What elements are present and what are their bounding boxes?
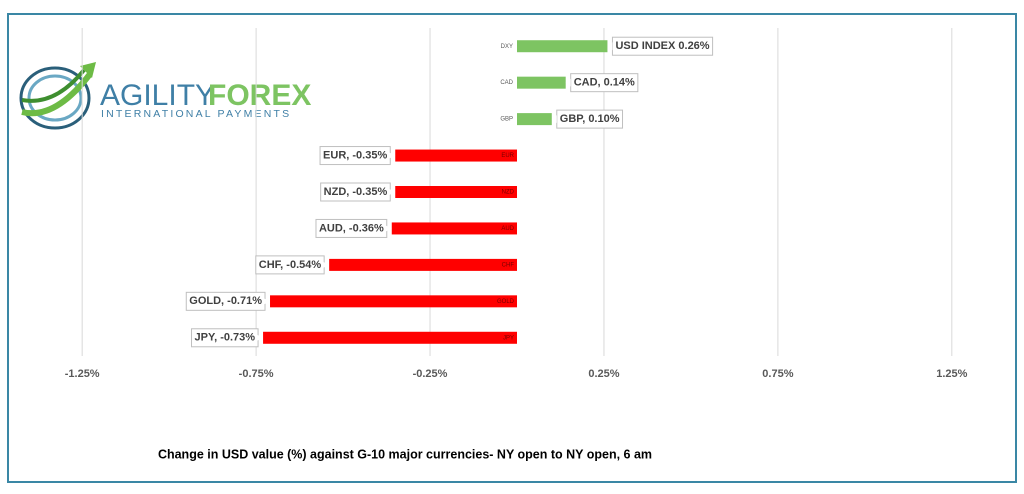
label-pointer — [387, 188, 396, 196]
category-label: GOLD — [497, 299, 515, 305]
value-label-text: USD INDEX 0.26% — [615, 40, 709, 52]
x-tick-label: -1.25% — [65, 368, 100, 380]
value-label-text: CHF, -0.54% — [259, 259, 322, 271]
category-label: DXY — [501, 44, 513, 50]
logo: AGILITY FOREX INTERNATIONAL PAYMENTS — [19, 62, 311, 130]
bar — [263, 331, 517, 344]
label-pointer — [321, 260, 330, 269]
value-label-text: JPY, -0.73% — [195, 332, 256, 344]
bar — [517, 76, 566, 89]
label-pointer — [255, 333, 264, 342]
category-label: CAD — [500, 80, 513, 86]
logo-name: FOREX — [208, 79, 311, 112]
x-tick-label: -0.75% — [239, 368, 274, 380]
logo-name: AGILITY — [100, 79, 215, 112]
logo-arrow — [21, 72, 93, 117]
value-label: JPY, -0.73% — [191, 328, 264, 348]
value-label-text: GBP, 0.10% — [560, 113, 620, 125]
x-tick-label: 0.75% — [762, 368, 793, 380]
value-label: EUR, -0.35% — [319, 146, 396, 166]
category-label: EUR — [501, 153, 514, 159]
bar — [270, 295, 517, 308]
value-label-text: EUR, -0.35% — [323, 149, 387, 161]
value-label: AUD, -0.36% — [315, 218, 392, 238]
category-label: AUD — [501, 226, 514, 232]
label-pointer — [383, 224, 392, 233]
value-label: GOLD, -0.71% — [185, 291, 271, 311]
category-label: CHF — [502, 262, 515, 268]
label-pointer — [551, 115, 557, 124]
value-label-text: CAD, 0.14% — [574, 77, 635, 89]
chart-title: Change in USD value (%) against G-10 maj… — [158, 447, 652, 461]
logo-tagline: INTERNATIONAL PAYMENTS — [101, 108, 291, 120]
bar — [517, 113, 552, 126]
value-label: CHF, -0.54% — [255, 255, 330, 275]
value-label: GBP, 0.10% — [551, 109, 624, 129]
logo-arrow — [21, 68, 86, 103]
value-label-text: AUD, -0.36% — [319, 222, 384, 234]
value-label-text: GOLD, -0.71% — [189, 295, 262, 307]
label-pointer — [262, 297, 271, 306]
logo-swirl — [19, 66, 91, 130]
x-tick-label: -0.25% — [413, 368, 448, 380]
x-tick-label: 1.25% — [936, 368, 967, 380]
frame — [7, 13, 1017, 483]
bar — [391, 222, 517, 235]
logo-arrowhead — [80, 62, 96, 78]
label-pointer — [607, 42, 613, 51]
value-label: CAD, 0.14% — [565, 73, 639, 93]
category-label: GBP — [500, 117, 513, 123]
category-label: NZD — [502, 190, 515, 196]
x-tick-label: 0.25% — [588, 368, 619, 380]
label-pointer — [565, 78, 571, 87]
bar — [517, 40, 608, 53]
bar — [329, 258, 517, 271]
value-label: NZD, -0.35% — [320, 182, 396, 202]
value-label: USD INDEX 0.26% — [607, 36, 714, 56]
bar — [395, 186, 517, 198]
bar — [395, 149, 517, 162]
value-label-text: NZD, -0.35% — [324, 186, 388, 198]
category-label: JPY — [503, 335, 514, 341]
label-pointer — [387, 151, 396, 160]
logo-swirl — [27, 74, 83, 122]
